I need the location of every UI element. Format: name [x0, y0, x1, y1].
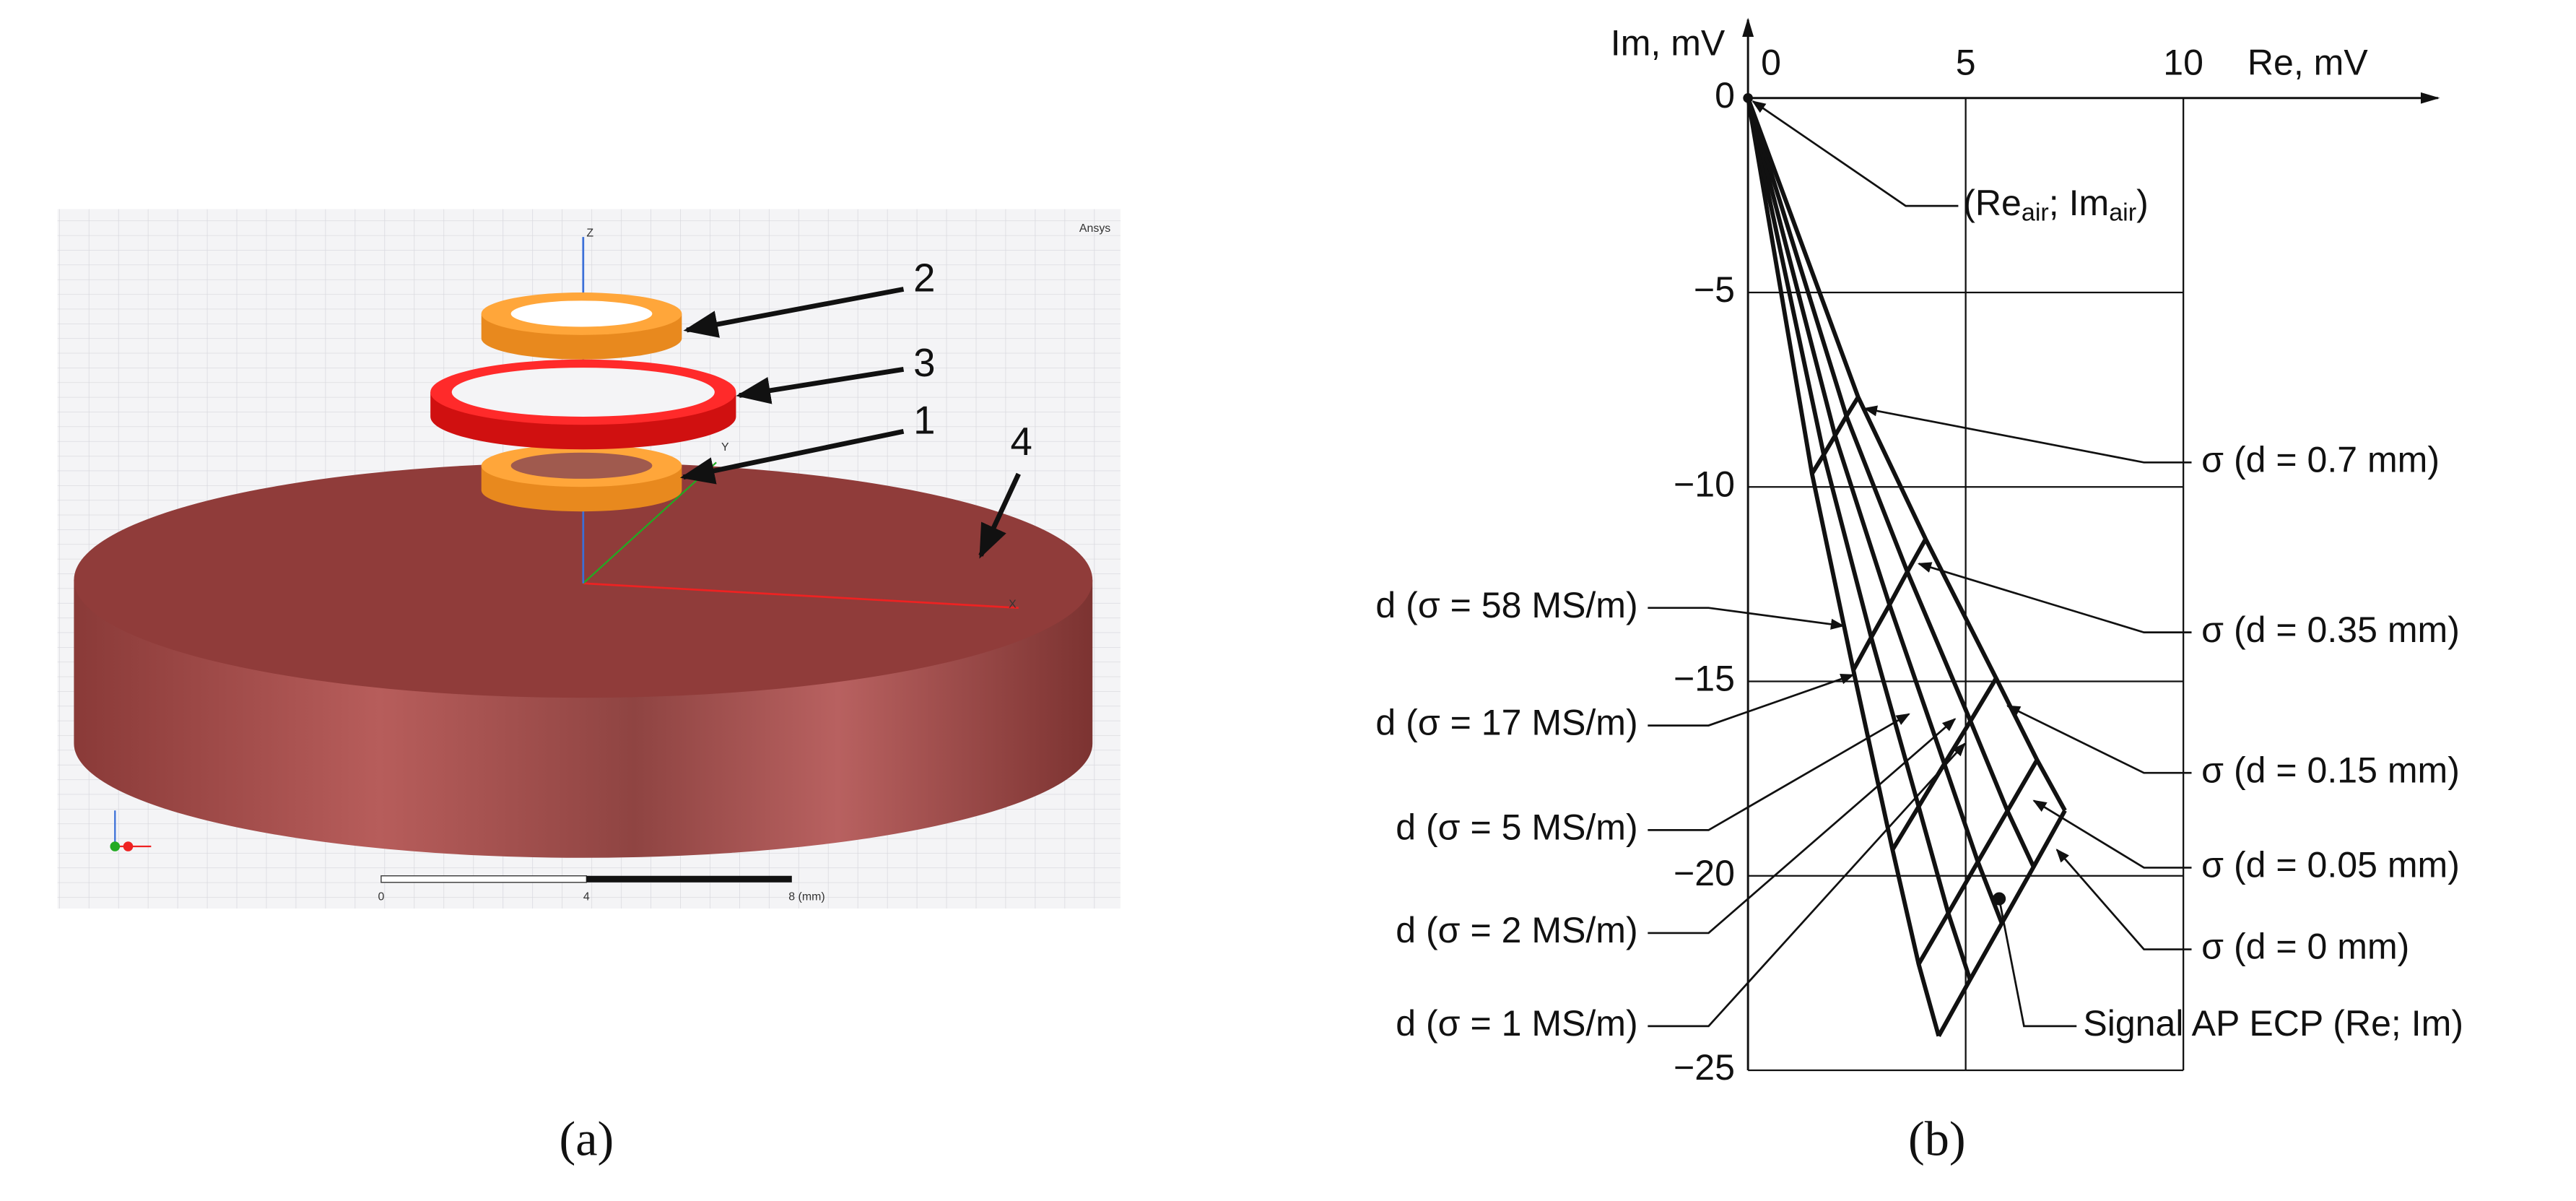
sigma-line — [1746, 97, 2004, 924]
scale-label: 4 — [583, 890, 590, 903]
x-tick-label: 10 — [2163, 43, 2203, 83]
part-label: 1 — [913, 398, 935, 442]
y-tick-label: −10 — [1674, 464, 1735, 505]
scale-label: 8 (mm) — [788, 890, 824, 903]
panel-b: Im, mV Re, mV (b) 0 5 10 0 −5 −10 −15 −20 −25 (Re… — [1375, 17, 2463, 1166]
axis-label: X — [1009, 598, 1017, 610]
curve-label: σ (d = 0.15 mm) — [2201, 750, 2460, 790]
x-tick-label: 0 — [1761, 43, 1781, 83]
legend-label: d (σ = 5 MS/m) — [1396, 807, 1637, 848]
leader — [1648, 742, 1966, 1028]
d-curve — [1851, 537, 1928, 672]
air-label-part: (Re — [1963, 183, 2022, 223]
leader — [978, 472, 1021, 559]
sigma-line — [1746, 97, 2036, 868]
leader — [1917, 562, 2192, 633]
y-axis-title: Im, mV — [1611, 23, 1726, 64]
leader — [1863, 405, 2192, 464]
leader — [2055, 849, 2192, 950]
x-axis-3d — [583, 582, 1019, 610]
leader — [683, 287, 905, 338]
curve-label: σ (d = 0.05 mm) — [2201, 845, 2460, 885]
brand: Ansys — [1079, 222, 1110, 235]
scale-bar — [586, 875, 792, 883]
coil-lower — [481, 444, 682, 512]
curve-label: σ (d = 0.35 mm) — [2201, 610, 2460, 650]
air-label-part: air — [2022, 199, 2049, 226]
d-curve — [1936, 809, 2067, 1038]
legend-label: d (σ = 17 MS/m) — [1375, 703, 1637, 743]
d-curve — [1916, 758, 2040, 966]
part-label: 3 — [913, 341, 935, 385]
triad — [110, 810, 152, 851]
part-label: 2 — [913, 256, 935, 300]
y-tick-label: 0 — [1715, 75, 1735, 116]
air-label: (Reair; Imair) — [1963, 183, 2149, 226]
caption: (b) — [1908, 1111, 1966, 1166]
leader — [1648, 607, 1845, 630]
leader — [2032, 799, 2192, 869]
panel-a: Ansys Z Y X 2 3 1 4 — [57, 209, 1121, 1166]
legend-label: d (σ = 1 MS/m) — [1396, 1003, 1637, 1044]
leader — [1648, 673, 1855, 727]
legend-label: d (σ = 2 MS/m) — [1396, 910, 1637, 950]
sigma-line — [1746, 97, 2067, 812]
leader — [679, 429, 905, 485]
leader — [1998, 898, 2077, 1028]
coil-upper — [481, 292, 682, 360]
legend-label: d (σ = 58 MS/m) — [1375, 585, 1637, 625]
leader — [1648, 718, 1957, 935]
air-label-part: ) — [2136, 183, 2149, 223]
axis-label: Z — [586, 227, 593, 240]
air-label-part: ; Im — [2049, 183, 2109, 223]
sigma-line — [1746, 97, 1941, 1037]
d-curve — [1810, 396, 1861, 475]
leader — [1648, 713, 1910, 831]
caption: (a) — [559, 1111, 614, 1166]
signal-label: Signal AP ECP (Re; Im) — [2083, 1003, 2463, 1044]
curve-label: σ (d = 0.7 mm) — [2201, 440, 2440, 480]
coil-excitation — [430, 359, 736, 450]
x-tick-label: 5 — [1956, 43, 1976, 83]
axis-label: Y — [721, 441, 729, 454]
y-tick-label: −15 — [1674, 659, 1735, 699]
part-label: 4 — [1010, 420, 1032, 464]
scale-bar — [380, 875, 588, 883]
x-axis-title: Re, mV — [2248, 43, 2369, 83]
air-point — [1743, 92, 1753, 103]
y-tick-label: −20 — [1674, 853, 1735, 893]
curve-label: σ (d = 0 mm) — [2201, 927, 2409, 967]
leader — [736, 366, 905, 404]
leader — [2006, 705, 2192, 774]
y-tick-label: −25 — [1674, 1047, 1735, 1088]
d-curve — [1890, 677, 1998, 851]
leader — [1752, 100, 1959, 207]
scale-label: 0 — [378, 890, 384, 903]
y-tick-label: −5 — [1694, 269, 1735, 310]
air-label-part: air — [2109, 199, 2136, 226]
